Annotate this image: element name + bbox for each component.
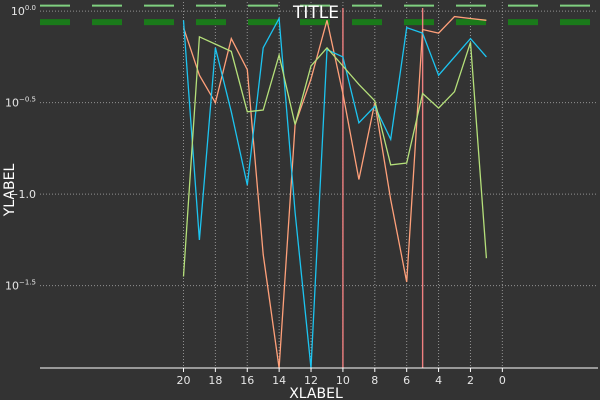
x-tick-label: 14 bbox=[272, 374, 286, 387]
y-tick-label: −1.0 bbox=[9, 188, 36, 201]
series-line bbox=[182, 35, 488, 277]
reference-vlines bbox=[342, 8, 424, 368]
y-ticks: 100.0 10−0.5 −1.0 10−1.5 bbox=[5, 4, 36, 293]
y-axis-label: YLABEL bbox=[2, 164, 18, 218]
x-tick-label: 10 bbox=[336, 374, 350, 387]
x-axis-label: XLABEL bbox=[289, 386, 343, 400]
x-tick-label: 20 bbox=[176, 374, 190, 387]
x-tick-label: 8 bbox=[371, 374, 378, 387]
reference-hlines bbox=[40, 4, 598, 26]
series-line bbox=[182, 15, 487, 369]
x-tick-label: 4 bbox=[435, 374, 442, 387]
x-tick-label: 2 bbox=[467, 374, 474, 387]
x-tick-label: 16 bbox=[240, 374, 254, 387]
x-tick-label: 18 bbox=[208, 374, 222, 387]
x-tick-label: 12 bbox=[304, 374, 318, 387]
series-lines bbox=[182, 15, 488, 369]
y-tick-label: 10−0.5 bbox=[5, 96, 36, 110]
x-tick-label: 0 bbox=[499, 374, 506, 387]
x-tick-label: 6 bbox=[403, 374, 410, 387]
x-ticks: 20 18 16 14 12 10 8 6 4 2 0 bbox=[176, 368, 506, 387]
chart-title: TITLE bbox=[292, 3, 339, 23]
y-tick-label: 100.0 bbox=[11, 4, 36, 18]
grid bbox=[40, 2, 598, 368]
y-tick-label: 10−1.5 bbox=[5, 279, 36, 293]
series-line bbox=[182, 16, 487, 369]
